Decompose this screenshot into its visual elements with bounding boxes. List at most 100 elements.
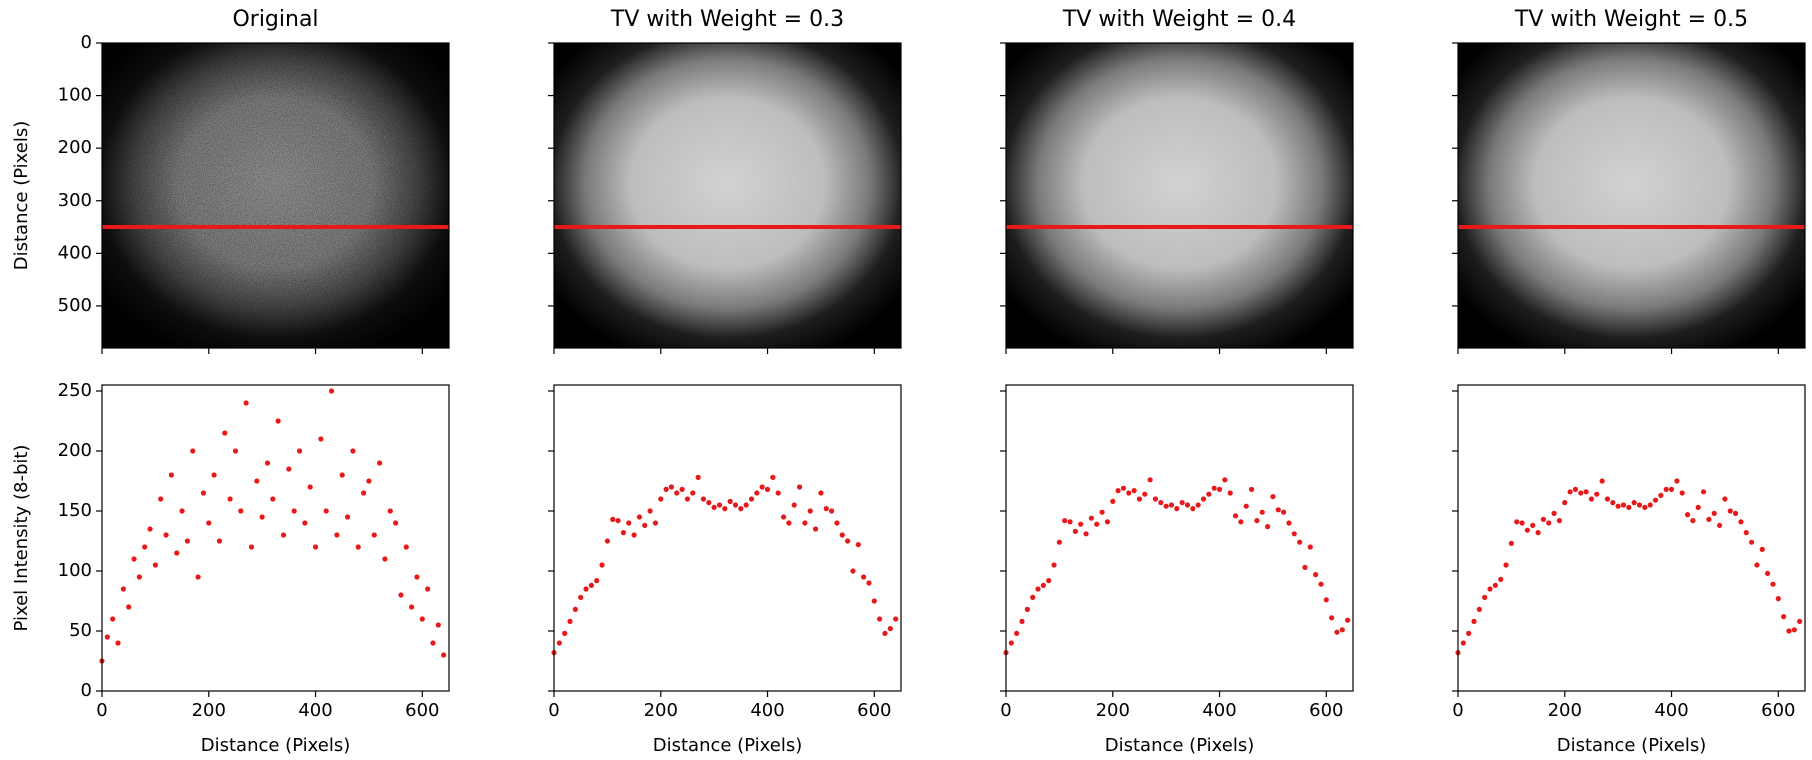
point xyxy=(142,544,148,550)
point xyxy=(1530,522,1536,529)
point xyxy=(1078,521,1084,527)
point xyxy=(1083,531,1089,537)
point xyxy=(695,474,701,480)
point xyxy=(690,490,696,496)
point xyxy=(1174,506,1180,512)
y-tick-label: 50 xyxy=(69,620,92,641)
point xyxy=(594,578,600,584)
x-tick-label: 600 xyxy=(1761,700,1795,721)
point xyxy=(1168,502,1175,508)
x-axis-label: Distance (Pixels) xyxy=(653,735,802,756)
point xyxy=(1126,490,1132,496)
point xyxy=(1642,504,1648,510)
point xyxy=(1700,489,1707,495)
point xyxy=(871,598,877,604)
point xyxy=(615,518,621,524)
point xyxy=(1099,509,1105,515)
y-axis-label: Pixel Intensity (8-bit) xyxy=(11,445,32,632)
point xyxy=(1583,489,1589,495)
point xyxy=(1275,507,1281,513)
point xyxy=(328,388,335,394)
point xyxy=(302,520,308,526)
point xyxy=(1035,586,1041,592)
panel-title: Original xyxy=(232,7,318,32)
point xyxy=(754,490,760,496)
point xyxy=(355,544,361,550)
point xyxy=(866,580,872,586)
point xyxy=(227,496,233,502)
y-tick-label: 200 xyxy=(58,137,92,158)
point xyxy=(360,490,367,496)
point xyxy=(1663,486,1669,492)
point xyxy=(1743,530,1749,536)
point xyxy=(195,574,201,580)
image-panel: TV with Weight = 0.3 xyxy=(548,7,902,354)
point xyxy=(1540,516,1547,523)
point xyxy=(1158,500,1164,506)
point xyxy=(877,616,883,622)
point xyxy=(588,582,594,589)
point xyxy=(658,496,664,502)
image-panel: TV with Weight = 0.5 xyxy=(1452,7,1806,354)
point xyxy=(1631,500,1637,506)
point xyxy=(1791,627,1797,633)
point xyxy=(845,538,851,544)
point xyxy=(802,520,808,526)
point xyxy=(882,630,888,637)
point xyxy=(1711,510,1717,516)
point xyxy=(1610,500,1616,506)
point xyxy=(248,544,255,550)
point xyxy=(823,506,829,512)
point xyxy=(307,484,313,490)
image-panel: 0 100 200 300 400 500 Original Distance (Pixels… xyxy=(11,7,450,354)
y-tick-label: 100 xyxy=(58,85,92,106)
point xyxy=(1503,562,1509,568)
point xyxy=(743,502,749,508)
point xyxy=(425,586,431,592)
point xyxy=(722,506,728,512)
point xyxy=(1578,490,1584,496)
y-tick-label: 200 xyxy=(58,440,92,461)
point xyxy=(807,508,813,514)
point xyxy=(1626,504,1632,510)
point xyxy=(1184,502,1191,508)
point xyxy=(1088,515,1095,521)
x-tick-label: 0 xyxy=(1000,700,1011,721)
point xyxy=(1142,491,1148,497)
point xyxy=(1264,524,1271,530)
point xyxy=(663,486,669,492)
point xyxy=(1647,502,1653,508)
point xyxy=(1248,486,1255,492)
point xyxy=(1329,615,1335,621)
point xyxy=(642,522,648,529)
point xyxy=(583,586,589,592)
point xyxy=(1556,518,1563,524)
point xyxy=(270,496,276,502)
point xyxy=(1323,597,1329,603)
point xyxy=(1738,519,1744,525)
point xyxy=(684,496,691,502)
point xyxy=(344,514,351,520)
point xyxy=(206,520,212,526)
point xyxy=(556,640,562,646)
point xyxy=(184,538,191,544)
point xyxy=(1152,496,1159,502)
point xyxy=(1668,486,1675,492)
point xyxy=(232,448,239,454)
point xyxy=(700,496,707,502)
point xyxy=(1727,508,1733,514)
point xyxy=(1460,640,1466,646)
point xyxy=(626,520,632,526)
point xyxy=(1722,496,1728,502)
point xyxy=(1476,606,1482,613)
point xyxy=(1094,521,1100,527)
point xyxy=(1551,510,1557,516)
point xyxy=(679,486,685,492)
point xyxy=(1345,617,1351,623)
point xyxy=(1318,581,1324,587)
point xyxy=(350,448,356,454)
image xyxy=(554,43,901,348)
x-tick-label: 600 xyxy=(405,700,439,721)
point xyxy=(280,532,287,538)
image xyxy=(1006,43,1353,348)
